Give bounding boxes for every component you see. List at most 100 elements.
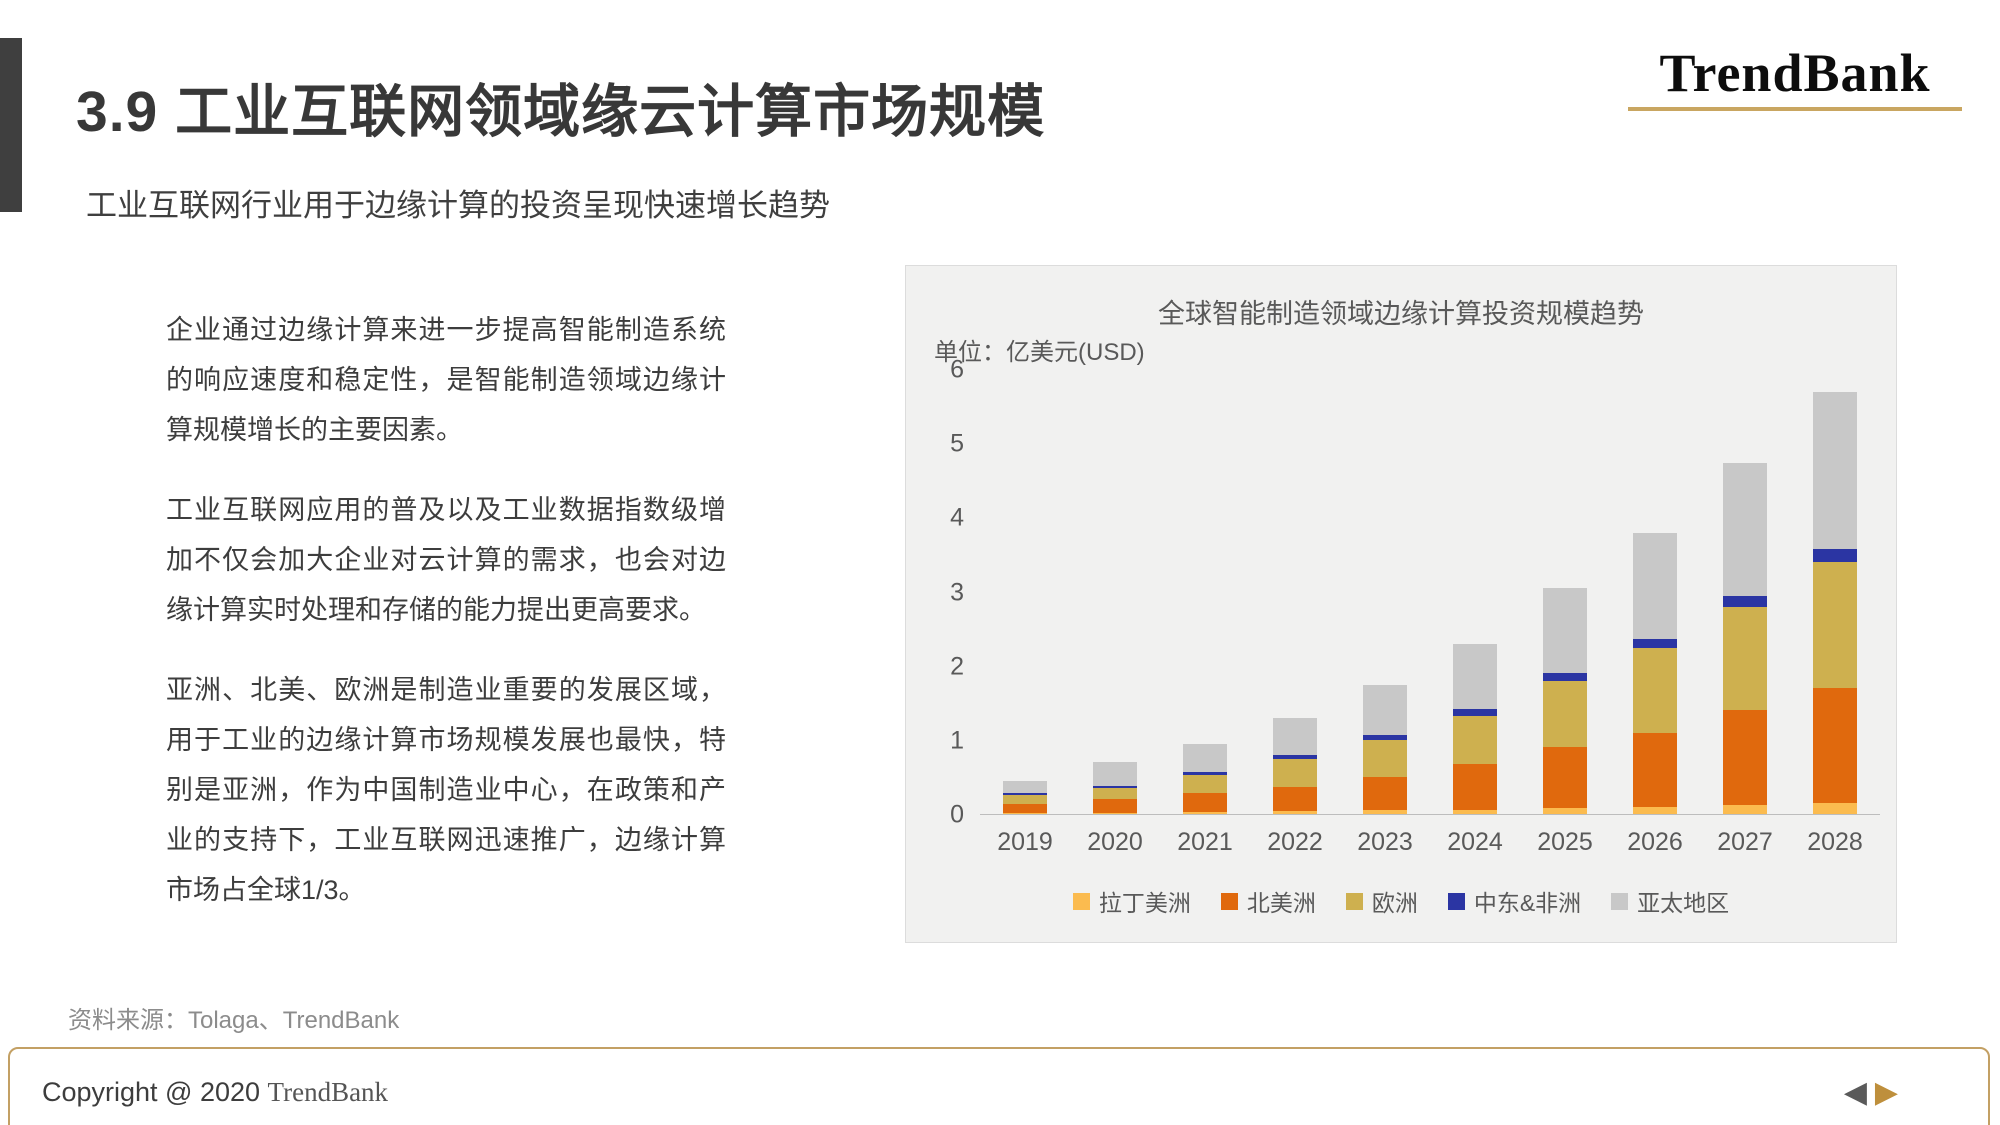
bar-segment (1003, 780, 1047, 794)
bar-segment (1183, 771, 1227, 775)
bar-segment (1453, 643, 1497, 709)
x-axis-label: 2028 (1807, 828, 1863, 856)
bar-segment (1183, 743, 1227, 772)
legend-label: 欧洲 (1371, 890, 1418, 916)
y-axis-tick: 0 (950, 800, 964, 829)
copyright-brand: TrendBank (267, 1077, 389, 1107)
bar-segment (1813, 392, 1857, 550)
bar-segment (1723, 606, 1767, 711)
bar-segment (1633, 532, 1677, 639)
bar-segment (1003, 812, 1047, 814)
bar-segment (1813, 562, 1857, 689)
bar-2023 (1363, 370, 1407, 814)
bar-2021 (1183, 370, 1227, 814)
x-axis-label: 2025 (1537, 828, 1593, 856)
footer: Copyright @ 2020 TrendBank ◀ ▶ (8, 1047, 1990, 1125)
logo-underline (1628, 107, 1962, 112)
bar-segment (1633, 647, 1677, 733)
paragraph-3: 亚洲、北美、欧洲是制造业重要的发展区域，用于工业的边缘计算市场规模发展也最快，特… (166, 675, 726, 905)
trendbank-logo: TrendBank (1628, 43, 1962, 112)
legend-label: 中东&非洲 (1473, 890, 1582, 916)
y-axis-tick: 5 (950, 429, 964, 458)
bar-segment (1453, 809, 1497, 814)
bar-segment (1183, 811, 1227, 814)
bar-segment (1093, 812, 1137, 814)
bar-segment (1453, 763, 1497, 810)
bar-segment (1093, 788, 1137, 800)
legend-swatch (1072, 892, 1090, 910)
x-axis-label: 2022 (1267, 828, 1323, 856)
legend-swatch (1447, 892, 1465, 910)
bar-segment (1363, 734, 1407, 741)
bar-segment (1633, 638, 1677, 648)
legend-item: 拉丁美洲 (1072, 884, 1191, 918)
bar-2026 (1633, 370, 1677, 814)
legend-item: 亚太地区 (1611, 884, 1729, 918)
x-axis-label: 2021 (1177, 828, 1233, 856)
legend-swatch (1345, 892, 1363, 910)
next-arrow-icon[interactable]: ▶ (1874, 1076, 1898, 1109)
bar-segment (1273, 786, 1317, 812)
bar-segment (1273, 754, 1317, 759)
prev-arrow-icon[interactable]: ◀ (1843, 1076, 1867, 1109)
bar-segment (1813, 688, 1857, 803)
bar-segment (1543, 680, 1587, 748)
bar-segment (1723, 805, 1767, 814)
x-axis-label: 2019 (997, 828, 1053, 856)
bar-segment (1093, 762, 1137, 786)
body-text: 企业通过边缘计算来进一步提高智能制造系统的响应速度和稳定性，是智能制造领域边缘计… (166, 305, 726, 945)
bar-segment (1813, 802, 1857, 814)
bar-2022 (1273, 370, 1317, 814)
chart-legend: 拉丁美洲 北美洲 欧洲 中东&非洲 亚太地区 (906, 884, 1896, 918)
legend-label: 拉丁美洲 (1098, 890, 1191, 916)
legend-item: 北美洲 (1220, 884, 1316, 918)
bar-segment (1633, 806, 1677, 814)
x-axis: 2019 2020 2021 2022 2023 2024 2025 2026 2027 2028 (980, 828, 1880, 857)
legend-item: 中东&非洲 (1447, 884, 1582, 918)
bar-segment (1723, 595, 1767, 607)
chart-unit-label: 单位：亿美元(USD) (934, 339, 1145, 366)
paragraph-1: 企业通过边缘计算来进一步提高智能制造系统的响应速度和稳定性，是智能制造领域边缘计… (166, 315, 726, 445)
x-axis-label: 2020 (1087, 828, 1143, 856)
chart-title: 全球智能制造领域边缘计算投资规模趋势 (1158, 299, 1644, 329)
bar-2028 (1813, 370, 1857, 814)
bar-segment (1273, 758, 1317, 787)
legend-item: 欧洲 (1345, 884, 1418, 918)
bar-segment (1723, 710, 1767, 806)
plot-area: 0 1 2 3 4 5 6 (950, 356, 1880, 829)
bar-2024 (1453, 370, 1497, 814)
source-note: 资料来源：Tolaga、TrendBank (68, 1007, 400, 1034)
bar-2025 (1543, 370, 1587, 814)
x-axis-label: 2023 (1357, 828, 1413, 856)
bar-segment (1363, 684, 1407, 735)
bar-segment (1543, 808, 1587, 814)
copyright: Copyright @ 2020 TrendBank (42, 1077, 388, 1108)
y-axis-tick: 3 (950, 578, 964, 606)
logo-text: TrendBank (1659, 43, 1931, 103)
bar-segment (1363, 740, 1407, 778)
paragraph-2: 工业互联网应用的普及以及工业数据指数级增加不仅会加大企业对云计算的需求，也会对边… (166, 495, 726, 625)
bar-segment (1003, 803, 1047, 813)
y-axis-tick: 4 (950, 503, 964, 532)
bar-segment (1453, 708, 1497, 716)
bar-segment (1003, 793, 1047, 795)
bar-segment (1273, 717, 1317, 755)
chart-panel: 全球智能制造领域边缘计算投资规模趋势 单位：亿美元(USD) 0 1 2 3 4 5 6 2… (905, 265, 1897, 943)
bar-segment (1543, 588, 1587, 674)
x-axis-label: 2027 (1717, 828, 1773, 856)
x-axis-label: 2026 (1627, 828, 1683, 856)
bar-segment (1543, 747, 1587, 809)
y-axis-tick: 2 (950, 652, 964, 681)
bar-segment (1363, 810, 1407, 814)
bar-2019 (1003, 370, 1047, 814)
bar-segment (1093, 799, 1137, 813)
bar-segment (1453, 715, 1497, 764)
title-accent-bar (0, 38, 22, 212)
bar-2027 (1723, 370, 1767, 814)
x-axis-label: 2024 (1447, 828, 1503, 856)
copyright-prefix: Copyright @ 2020 (42, 1077, 261, 1107)
bar-segment (1183, 793, 1227, 812)
bar-segment (1183, 774, 1227, 794)
y-axis-tick: 6 (950, 355, 964, 384)
